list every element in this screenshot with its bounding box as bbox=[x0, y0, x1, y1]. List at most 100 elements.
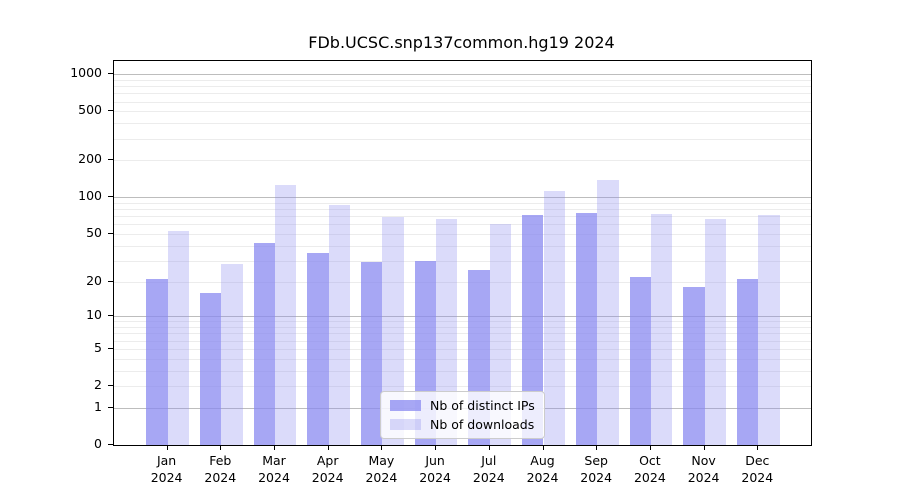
bar-feb-downloads bbox=[221, 264, 243, 445]
x-tick-month: Jul bbox=[481, 453, 497, 468]
x-tick-month: Jan bbox=[156, 453, 177, 468]
y-tick-mark bbox=[108, 280, 113, 282]
y-tick-label: 5 bbox=[94, 339, 102, 355]
x-tick-year: 2024 bbox=[311, 470, 344, 485]
bar-apr-downloads bbox=[328, 204, 351, 445]
x-tick-year: 2024 bbox=[258, 470, 290, 485]
x-tick-label-jan: Jan 2024 bbox=[137, 452, 197, 486]
x-tick-mark bbox=[703, 445, 705, 450]
x-tick-label-feb: Feb 2024 bbox=[190, 452, 250, 486]
chart-title: FDb.UCSC.snp137common.hg19 2024 bbox=[308, 33, 615, 52]
gridline-minor bbox=[114, 281, 811, 283]
y-tick-mark bbox=[108, 347, 113, 349]
gridline-minor bbox=[114, 327, 811, 329]
bar-oct-distinct-ips bbox=[629, 276, 651, 445]
x-tick-year: 2024 bbox=[526, 470, 559, 485]
y-tick-mark bbox=[108, 444, 113, 445]
x-tick-month: Dec bbox=[745, 453, 770, 468]
x-tick-year: 2024 bbox=[687, 470, 720, 485]
x-tick-label-nov: Nov 2024 bbox=[674, 452, 734, 486]
gridline-major bbox=[114, 197, 811, 199]
legend-item-downloads: Nb of downloads bbox=[390, 417, 535, 432]
gridline-minor bbox=[114, 245, 811, 247]
x-tick-year: 2024 bbox=[580, 470, 613, 485]
x-tick-mark bbox=[327, 445, 329, 450]
legend-label-downloads: Nb of downloads bbox=[430, 417, 535, 432]
bar-jan-downloads bbox=[167, 230, 189, 445]
x-tick-mark bbox=[488, 445, 490, 450]
x-tick-month: Feb bbox=[209, 453, 232, 468]
bar-sep-distinct-ips bbox=[575, 213, 598, 445]
y-tick-mark bbox=[108, 315, 113, 317]
bar-mar-distinct-ips bbox=[253, 243, 275, 445]
y-tick-mark bbox=[108, 73, 113, 75]
gridline-major bbox=[114, 74, 811, 76]
x-tick-year: 2024 bbox=[472, 470, 505, 485]
x-tick-label-oct: Oct 2024 bbox=[620, 452, 680, 486]
x-tick-label-aug: Aug 2024 bbox=[513, 452, 573, 486]
y-tick-mark bbox=[108, 232, 113, 234]
x-tick-label-mar: Mar 2024 bbox=[244, 452, 304, 486]
gridline-minor bbox=[114, 111, 811, 113]
bar-aug-distinct-ips bbox=[522, 215, 544, 445]
y-tick-label: 100 bbox=[78, 188, 102, 204]
x-tick-year: 2024 bbox=[741, 470, 774, 485]
gridline-minor bbox=[114, 340, 811, 342]
gridline-minor bbox=[114, 370, 811, 372]
x-tick-month: Nov bbox=[691, 453, 716, 468]
x-tick-year: 2024 bbox=[419, 470, 451, 485]
y-tick-mark bbox=[108, 110, 113, 112]
bar-may-distinct-ips bbox=[361, 262, 383, 445]
x-tick-label-jun: Jun 2024 bbox=[405, 452, 465, 486]
gridline-minor bbox=[114, 348, 811, 350]
x-tick-mark bbox=[166, 445, 168, 450]
gridline-minor bbox=[114, 138, 811, 140]
bar-dec-distinct-ips bbox=[736, 279, 759, 445]
legend-item-distinct-ips: Nb of distinct IPs bbox=[390, 398, 535, 413]
x-tick-mark bbox=[542, 445, 544, 450]
gridline-major bbox=[114, 316, 811, 318]
bar-jan-distinct-ips bbox=[146, 279, 168, 445]
x-tick-month: Oct bbox=[639, 453, 661, 468]
gridline-minor bbox=[114, 202, 811, 204]
x-tick-mark bbox=[220, 445, 222, 450]
x-tick-month: Mar bbox=[262, 453, 286, 468]
gridline-minor bbox=[114, 79, 811, 81]
gridline-minor bbox=[114, 358, 811, 360]
y-tick-label: 500 bbox=[78, 102, 102, 118]
bar-jul-downloads bbox=[489, 224, 512, 445]
y-tick-mark bbox=[108, 385, 113, 387]
y-tick-label: 20 bbox=[86, 272, 102, 288]
legend: Nb of distinct IPs Nb of downloads bbox=[380, 391, 545, 439]
bar-dec-downloads bbox=[758, 215, 780, 445]
gridline-minor bbox=[114, 321, 811, 323]
gridline-minor bbox=[114, 93, 811, 95]
y-tick-label: 1 bbox=[94, 398, 102, 414]
bar-oct-downloads bbox=[650, 213, 673, 445]
gridline-minor bbox=[114, 160, 811, 162]
y-tick-label: 200 bbox=[78, 151, 102, 167]
y-tick-label: 1000 bbox=[70, 65, 102, 81]
bar-nov-distinct-ips bbox=[683, 286, 705, 445]
y-tick-label: 0 bbox=[94, 436, 102, 451]
x-tick-month: Aug bbox=[530, 453, 555, 468]
x-tick-month: Apr bbox=[316, 453, 339, 468]
x-tick-mark bbox=[596, 445, 598, 450]
x-tick-year: 2024 bbox=[150, 470, 183, 485]
gridline-minor bbox=[114, 101, 811, 103]
legend-swatch-distinct-ips-icon bbox=[390, 400, 421, 411]
legend-swatch-downloads-icon bbox=[390, 419, 421, 430]
bar-jun-downloads bbox=[436, 219, 458, 445]
gridline-minor bbox=[114, 123, 811, 125]
y-tick-mark bbox=[108, 196, 113, 198]
gridline-minor bbox=[114, 209, 811, 211]
x-tick-mark bbox=[435, 445, 437, 450]
x-tick-month: May bbox=[368, 453, 395, 468]
bar-nov-downloads bbox=[704, 219, 726, 445]
bar-apr-distinct-ips bbox=[307, 252, 329, 445]
bar-aug-downloads bbox=[543, 191, 565, 445]
x-tick-mark bbox=[381, 445, 383, 450]
bar-feb-distinct-ips bbox=[199, 292, 222, 445]
x-tick-mark bbox=[649, 445, 651, 450]
